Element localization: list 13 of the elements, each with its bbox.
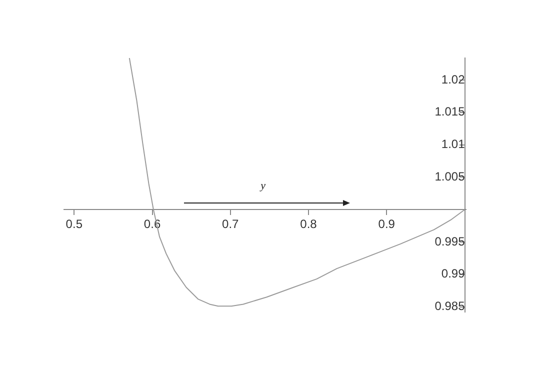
y-tick-label: 0.995 (434, 234, 466, 248)
y-tick-label: 1.02 (441, 72, 466, 86)
y-tick-label: 1.01 (441, 137, 466, 152)
x-tick-label: 0.5 (66, 217, 83, 232)
y-tick-label: 1.015 (434, 104, 466, 119)
annotation: y (260, 180, 266, 192)
x-tick-label: 0.6 (144, 217, 161, 232)
x-tick-label: 0.8 (300, 217, 318, 232)
y-tick-label: 1.005 (434, 170, 466, 184)
y-tick-label: 0.985 (434, 299, 466, 314)
x-tick-label: 0.7 (222, 217, 240, 232)
y-tick-label: 0.99 (441, 266, 466, 281)
x-tick-label: 0.9 (378, 217, 396, 232)
